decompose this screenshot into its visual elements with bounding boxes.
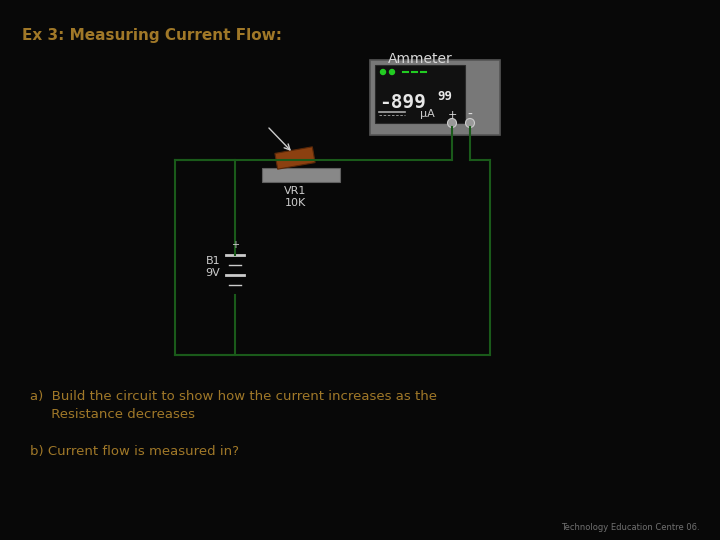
Polygon shape [275, 147, 315, 169]
Bar [375, 65, 465, 123]
Bar [262, 168, 340, 182]
Text: VR1
10K: VR1 10K [284, 186, 306, 208]
Text: Ex 3: Measuring Current Flow:: Ex 3: Measuring Current Flow: [22, 28, 282, 43]
Text: -: - [467, 108, 472, 122]
Circle shape [380, 70, 385, 75]
Text: B1
9V: B1 9V [206, 256, 220, 278]
Text: Ammeter: Ammeter [387, 52, 452, 66]
Circle shape [448, 118, 456, 127]
Circle shape [390, 70, 395, 75]
Text: +: + [447, 110, 456, 120]
Text: a)  Build the circuit to show how the current increases as the: a) Build the circuit to show how the cur… [30, 390, 437, 403]
Circle shape [466, 118, 474, 127]
Text: μA: μA [420, 109, 435, 119]
Text: -899: -899 [379, 93, 426, 112]
Text: Resistance decreases: Resistance decreases [30, 408, 195, 421]
Bar [370, 60, 500, 135]
Text: 99: 99 [437, 91, 452, 104]
Text: Technology Education Centre 06.: Technology Education Centre 06. [562, 523, 700, 532]
Text: b) Current flow is measured in?: b) Current flow is measured in? [30, 445, 239, 458]
Text: +: + [231, 240, 239, 250]
